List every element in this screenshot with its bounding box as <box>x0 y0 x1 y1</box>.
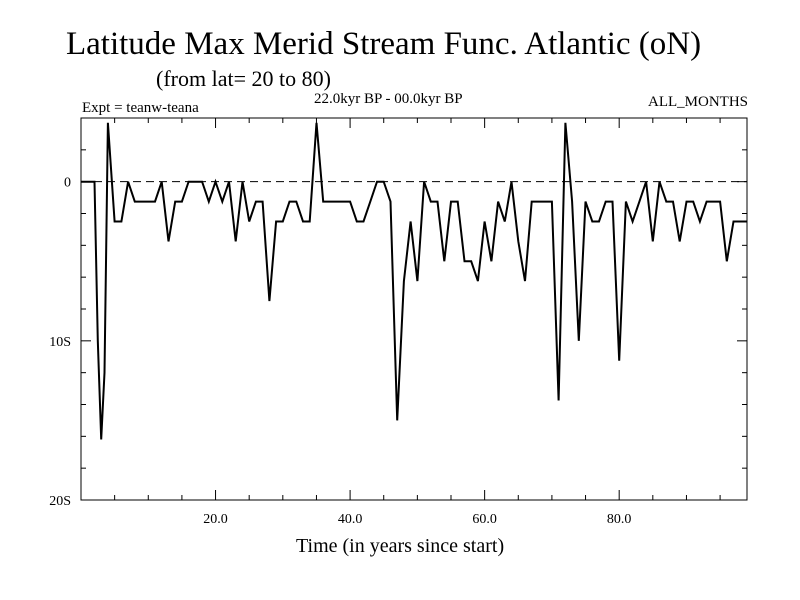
experiment-label: Expt = teanw-teana <box>82 100 199 116</box>
period-label: 22.0kyr BP - 00.0kyr BP <box>314 91 463 107</box>
series-line <box>81 122 747 440</box>
series-layer <box>81 122 747 440</box>
y-tick-label: 0 <box>64 176 71 191</box>
major-ticks <box>81 118 747 501</box>
x-tick-label: 20.0 <box>203 512 228 527</box>
minor-ticks <box>80 117 747 500</box>
season-label: ALL_MONTHS <box>648 94 748 110</box>
x-tick-label: 60.0 <box>472 512 497 527</box>
plot-frame <box>80 117 748 501</box>
y-tick-label: 10S <box>49 335 71 350</box>
y-tick-label: 20S <box>49 494 71 509</box>
chart-subtitle: (from lat= 20 to 80) <box>156 66 331 91</box>
tick-labels: 20.0 40.0 60.0 80.0 0 10S 20S <box>49 176 631 527</box>
x-axis-label: Time (in years since start) <box>296 535 505 557</box>
chart-title: Latitude Max Merid Stream Func. Atlantic… <box>66 26 702 62</box>
x-tick-label: 40.0 <box>338 512 363 527</box>
x-tick-label: 80.0 <box>607 512 632 527</box>
